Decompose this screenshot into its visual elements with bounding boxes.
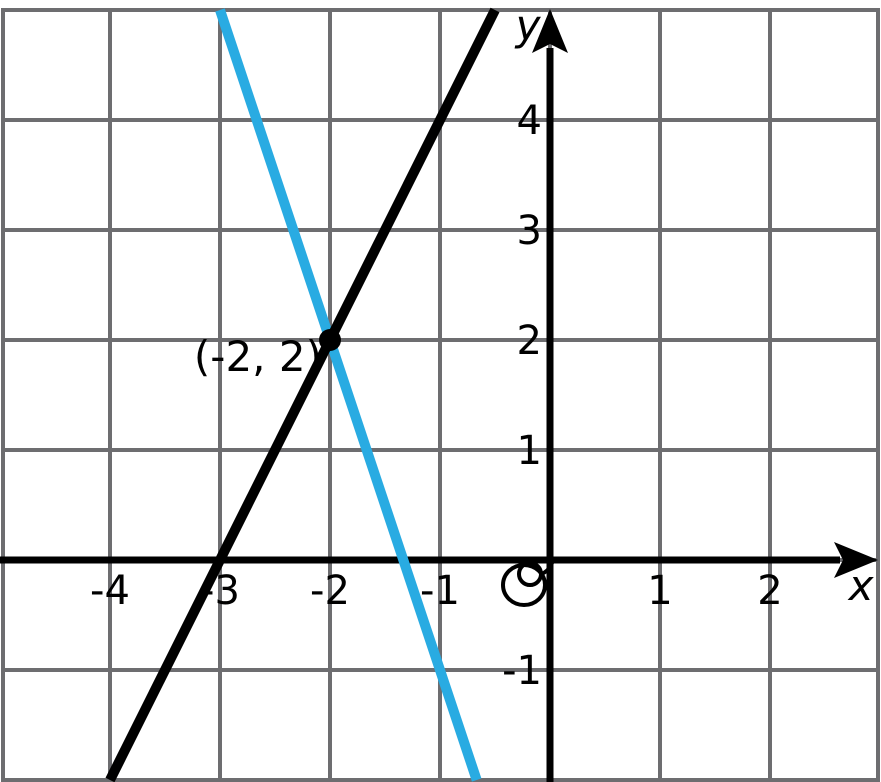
point-annotation: (-2, 2)	[194, 332, 322, 381]
black-line	[105, 7, 500, 782]
origin-zero-glyph	[501, 561, 554, 607]
x-tick-label: -1	[420, 568, 460, 614]
y-tick-label: 2	[517, 318, 542, 364]
y-tick-label: 1	[517, 428, 542, 474]
y-tick-label: 4	[517, 98, 542, 144]
x-tick-label: 1	[647, 568, 672, 614]
x-tick-label: -2	[310, 568, 350, 614]
y-axis-arrowhead	[532, 9, 568, 53]
x-tick-label: 2	[757, 568, 782, 614]
y-tick-label: 3	[517, 208, 542, 254]
x-tick-label: -4	[90, 568, 130, 614]
y-tick-label: -1	[502, 648, 542, 694]
blue-line	[215, 8, 482, 782]
tick-labels-layer: -4 -3 -2 -1 1 2 4 3 2 1 -1	[90, 98, 783, 694]
x-axis-label: x	[847, 561, 875, 610]
intersection-point-dot	[319, 329, 341, 351]
y-axis-label: y	[514, 1, 542, 50]
x-axis-arrowhead	[834, 542, 878, 578]
series-layer	[105, 7, 500, 782]
x-tick-label: -3	[200, 568, 240, 614]
axes-layer	[0, 9, 878, 782]
